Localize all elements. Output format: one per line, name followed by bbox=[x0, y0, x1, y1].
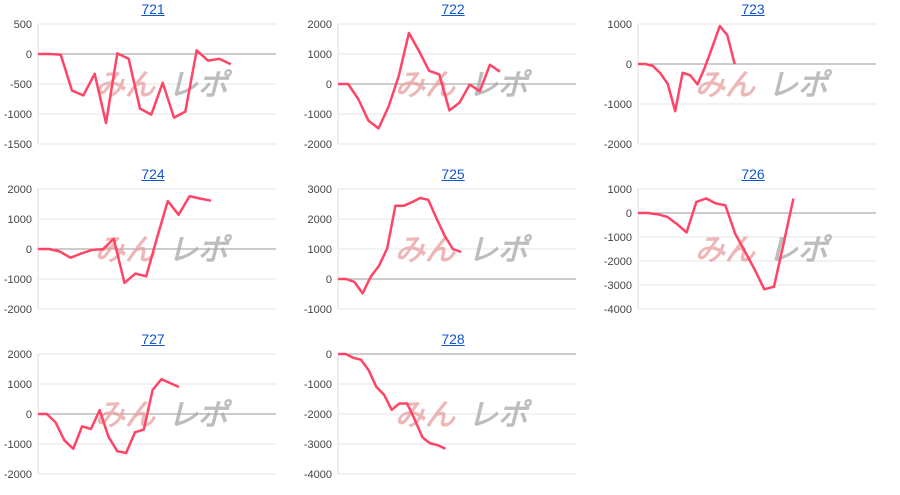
y-tick-label: -4000 bbox=[304, 469, 332, 481]
y-tick-label: 1000 bbox=[308, 49, 332, 61]
y-tick-label: 0 bbox=[326, 79, 332, 91]
svg-text:レポ: レポ bbox=[768, 233, 833, 268]
y-tick-label: 1000 bbox=[308, 244, 332, 256]
y-tick-label: 1000 bbox=[8, 214, 32, 226]
chart-plot: 1000 0 -1000 -2000 -3000 -4000 みん レポ bbox=[604, 184, 876, 316]
watermark-logo: みん レポ bbox=[395, 68, 533, 103]
chart-title-link[interactable]: 727 bbox=[141, 331, 165, 347]
y-tick-label: -3000 bbox=[604, 280, 632, 292]
y-tick-label: 2000 bbox=[308, 214, 332, 226]
chart-plot: 0 -1000 -2000 -3000 -4000 みん レポ bbox=[304, 349, 576, 481]
y-tick-label: 0 bbox=[26, 409, 32, 421]
chart-726: 726 1000 0 -1000 -2000 -3000 -4000 みん レポ bbox=[600, 165, 900, 330]
y-tick-label: 0 bbox=[326, 349, 332, 361]
y-tick-label: -1000 bbox=[4, 439, 32, 451]
y-tick-label: 2000 bbox=[8, 349, 32, 361]
chart-title-link[interactable]: 722 bbox=[441, 1, 465, 17]
chart-728: 728 0 -1000 -2000 -3000 -4000 みん レポ bbox=[300, 330, 600, 495]
chart-723: 723 1000 0 -1000 -2000 みん レポ bbox=[600, 0, 900, 165]
chart-721: 721 500 0 -500 -1000 -1500 みん レポ bbox=[0, 0, 300, 165]
svg-text:みん: みん bbox=[95, 68, 156, 103]
watermark-logo: みん レポ bbox=[95, 398, 233, 433]
y-tick-label: 0 bbox=[626, 59, 632, 71]
watermark-logo: みん レポ bbox=[95, 68, 233, 103]
svg-text:みん: みん bbox=[695, 233, 756, 268]
chart-title-link[interactable]: 721 bbox=[141, 1, 165, 17]
svg-text:レポ: レポ bbox=[168, 233, 233, 268]
svg-text:レポ: レポ bbox=[168, 68, 233, 103]
chart-plot: 500 0 -500 -1000 -1500 みん レポ bbox=[4, 19, 276, 151]
chart-title-link[interactable]: 725 bbox=[441, 166, 465, 182]
y-tick-label: -1000 bbox=[4, 109, 32, 121]
chart-plot: 3000 2000 1000 0 -1000 みん レポ bbox=[304, 184, 576, 316]
y-tick-label: -1000 bbox=[304, 379, 332, 391]
chart-plot: 2000 1000 0 -1000 -2000 みん レポ bbox=[4, 349, 276, 481]
y-tick-label: 3000 bbox=[308, 184, 332, 196]
y-tick-label: 0 bbox=[626, 208, 632, 220]
y-tick-label: 500 bbox=[14, 19, 32, 31]
y-tick-label: -1500 bbox=[4, 139, 32, 151]
svg-text:レポ: レポ bbox=[768, 68, 833, 103]
chart-727: 727 2000 1000 0 -1000 -2000 みん レポ bbox=[0, 330, 300, 495]
y-tick-label: 2000 bbox=[308, 19, 332, 31]
chart-724: 724 2000 1000 0 -1000 -2000 みん レポ bbox=[0, 165, 300, 330]
watermark-logo: みん レポ bbox=[695, 233, 833, 268]
chart-plot: 1000 0 -1000 -2000 みん レポ bbox=[604, 19, 876, 151]
y-tick-label: -2000 bbox=[4, 304, 32, 316]
svg-text:レポ: レポ bbox=[468, 68, 533, 103]
y-tick-label: -3000 bbox=[304, 439, 332, 451]
series-line bbox=[38, 49, 232, 125]
watermark-logo: みん レポ bbox=[695, 68, 833, 103]
y-tick-label: 2000 bbox=[8, 184, 32, 196]
chart-title-link[interactable]: 728 bbox=[441, 331, 465, 347]
chart-title-link[interactable]: 723 bbox=[741, 1, 765, 17]
watermark-logo: みん レポ bbox=[95, 233, 233, 268]
series-line bbox=[638, 24, 736, 113]
chart-722: 722 2000 1000 0 -1000 -2000 みん レポ bbox=[300, 0, 600, 165]
svg-text:みん: みん bbox=[95, 233, 156, 268]
y-tick-label: -1000 bbox=[304, 109, 332, 121]
svg-text:レポ: レポ bbox=[168, 398, 233, 433]
watermark-logo: みん レポ bbox=[395, 398, 533, 433]
y-tick-label: -4000 bbox=[604, 304, 632, 316]
y-tick-label: -1000 bbox=[604, 232, 632, 244]
y-tick-label: -2000 bbox=[604, 256, 632, 268]
y-tick-label: 1000 bbox=[608, 184, 632, 196]
y-tick-label: -500 bbox=[10, 79, 32, 91]
series-line bbox=[338, 196, 462, 295]
y-tick-label: 0 bbox=[26, 49, 32, 61]
y-tick-label: -2000 bbox=[304, 409, 332, 421]
y-tick-label: -2000 bbox=[604, 139, 632, 151]
chart-plot: 2000 1000 0 -1000 -2000 みん レポ bbox=[4, 184, 276, 316]
chart-title-link[interactable]: 726 bbox=[741, 166, 765, 182]
y-tick-label: -1000 bbox=[4, 274, 32, 286]
y-tick-label: -2000 bbox=[304, 139, 332, 151]
chart-title-link[interactable]: 724 bbox=[141, 166, 165, 182]
y-tick-label: 0 bbox=[326, 274, 332, 286]
y-tick-label: -1000 bbox=[304, 304, 332, 316]
y-tick-label: 1000 bbox=[8, 379, 32, 391]
chart-plot: 2000 1000 0 -1000 -2000 みん レポ bbox=[304, 19, 576, 151]
y-tick-label: -1000 bbox=[604, 99, 632, 111]
y-tick-label: 0 bbox=[26, 244, 32, 256]
watermark-logo: みん レポ bbox=[395, 233, 533, 268]
svg-text:みん: みん bbox=[695, 68, 756, 103]
y-tick-label: 1000 bbox=[608, 19, 632, 31]
y-tick-label: -2000 bbox=[4, 469, 32, 481]
svg-text:レポ: レポ bbox=[468, 398, 533, 433]
chart-725: 725 3000 2000 1000 0 -1000 みん レポ bbox=[300, 165, 600, 330]
svg-text:レポ: レポ bbox=[468, 233, 533, 268]
